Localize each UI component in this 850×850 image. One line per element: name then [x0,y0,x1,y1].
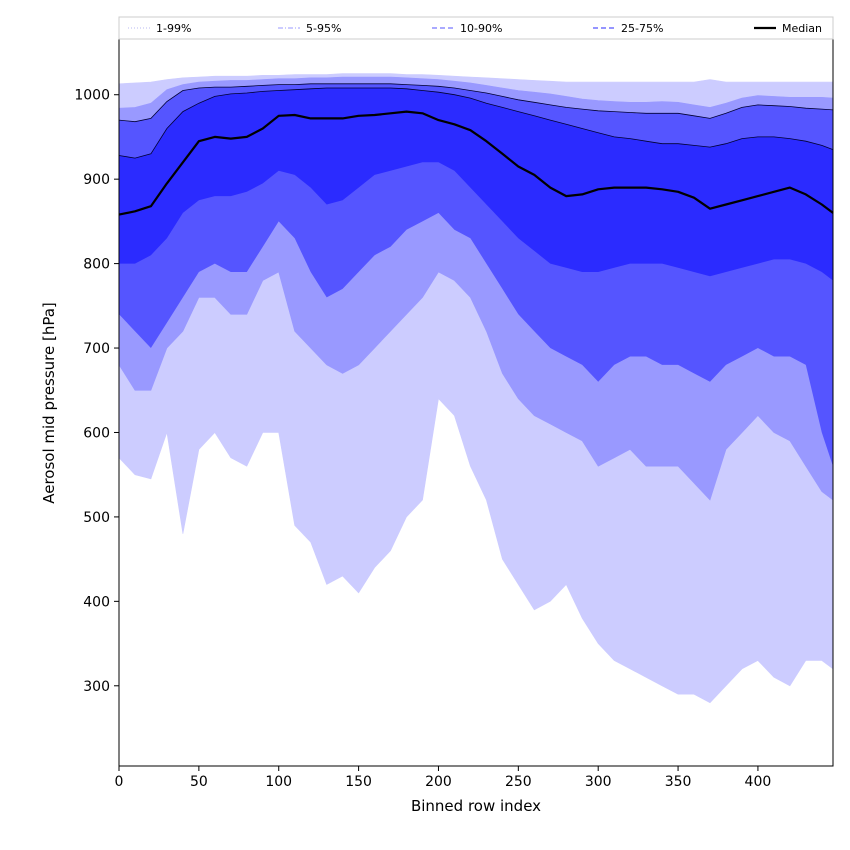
x-tick-label: 250 [505,774,532,790]
y-tick-label: 300 [83,679,110,695]
band-25-75%-upper-edge [118,87,834,159]
x-tick-label: 50 [190,774,208,790]
y-axis-title: Aerosol mid pressure [hPa] [40,302,58,504]
series-line-median [118,110,834,216]
legend: 1-99% 5-95% 10-90% 25-75% Median [118,16,834,40]
y-tick-label: 600 [83,425,110,441]
legend-item-5-95%: 5-95% [278,22,341,35]
band-5-95%-upper-edge [118,76,834,109]
y-tick-label: 700 [83,341,110,357]
legend-label: 10-90% [460,22,502,35]
legend-label: Median [782,22,822,35]
legend-item-10-90%: 10-90% [432,22,502,35]
x-tick-label: 150 [345,774,372,790]
legend-label: 25-75% [621,22,663,35]
x-tick-label: 0 [115,774,124,790]
legend-box [118,16,834,40]
x-tick-label: 300 [585,774,612,790]
x-tick-label: 100 [265,774,292,790]
x-axis: 0 50 100 150 200 250 300 350 400 [115,766,772,790]
band-1-99%-upper-edge [118,73,833,85]
x-tick-label: 350 [665,774,692,790]
band-1-99%-lower-edge [118,398,834,704]
x-axis-title: Binned row index [411,797,541,815]
y-tick-label: 900 [83,172,110,188]
band-5-95%-lower-edge [118,271,834,501]
x-tick-label: 400 [745,774,772,790]
legend-item-Median: Median [754,22,822,35]
x-tick-label: 200 [425,774,452,790]
band-25-75% [119,88,833,281]
legend-item-1-99%: 1-99% [128,22,191,35]
legend-label: 1-99% [156,22,191,35]
y-tick-label: 800 [83,257,110,273]
y-tick-label: 400 [83,594,110,610]
plot-area [118,73,834,704]
legend-label: 5-95% [306,22,341,35]
y-axis: 300 400 500 600 700 800 900 1000 [74,88,119,695]
y-tick-label: 500 [83,510,110,526]
legend-item-25-75%: 25-75% [593,22,663,35]
y-tick-label: 1000 [74,88,110,104]
band-10-90%-upper-edge [118,83,834,123]
